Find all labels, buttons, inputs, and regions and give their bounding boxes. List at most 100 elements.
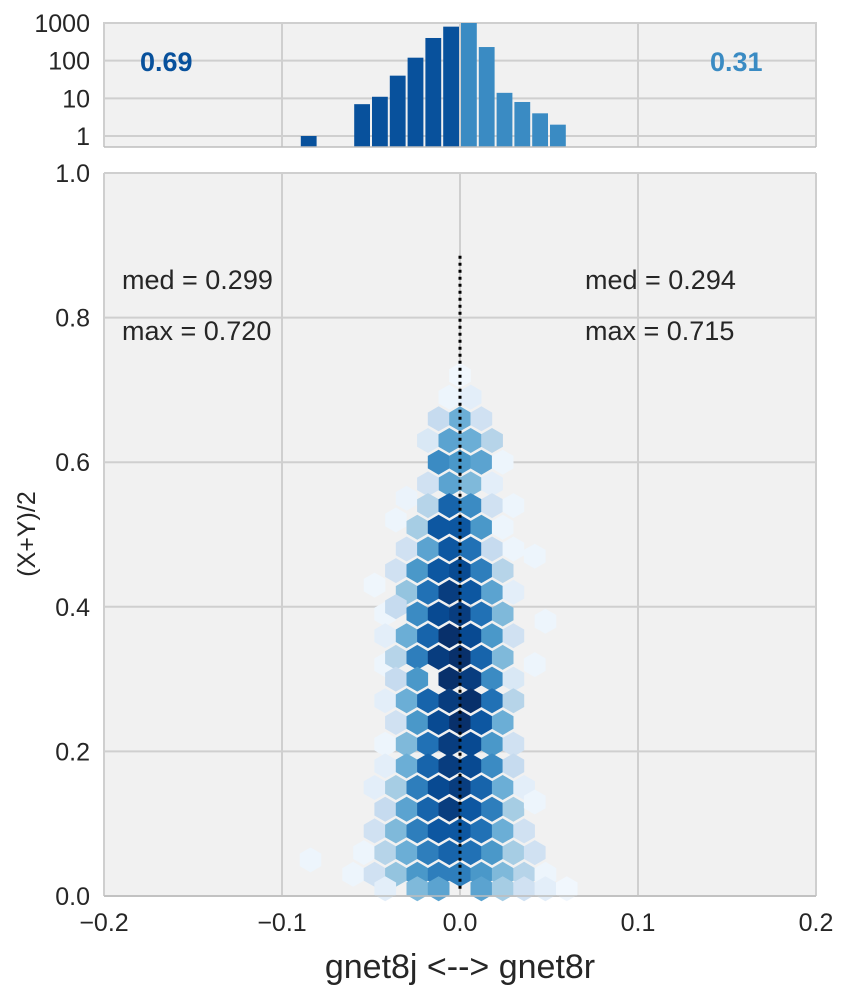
- hexbin-cell: [385, 558, 407, 584]
- hexbin-cell: [427, 449, 450, 475]
- hexbin-cell: [417, 471, 439, 497]
- hexbin-cell: [406, 644, 429, 670]
- hexbin-cell: [523, 543, 546, 569]
- hexbin-cell: [449, 775, 471, 800]
- hexbin-cell: [491, 775, 514, 800]
- left-fraction-label: 0.69: [140, 47, 193, 77]
- hexbin-cell: [534, 876, 557, 902]
- hexbin-cell: [502, 731, 525, 757]
- hexbin-cell: [556, 876, 578, 902]
- hexbin-cell: [491, 876, 514, 902]
- hexbin-cell: [395, 731, 418, 757]
- hexbin-cell: [427, 775, 450, 800]
- main-y-tick-label: 0.4: [55, 594, 90, 622]
- hexbin-cell: [406, 775, 429, 800]
- hexbin-cell: [513, 876, 535, 902]
- hexbin-cell: [491, 710, 514, 735]
- hexbin-cell: [406, 514, 429, 540]
- hexbin-cell: [374, 623, 397, 649]
- hexbin-cell: [534, 608, 557, 634]
- hexbin-cell: [395, 753, 418, 779]
- hexbin-cell: [459, 471, 482, 497]
- marginal-bars: [300, 23, 566, 148]
- hexbin-cell: [374, 876, 397, 902]
- hexbin-cell: [481, 579, 503, 605]
- hexbin-cell: [459, 731, 482, 757]
- right-max-annotation: max = 0.715: [585, 316, 734, 346]
- hexbin-cell: [502, 579, 525, 605]
- hexbin-cell: [481, 623, 503, 649]
- hexbin-cell: [481, 666, 503, 692]
- hexbin-cell: [438, 579, 461, 605]
- hexbin-cell: [470, 406, 493, 432]
- hexbin-cell: [374, 688, 397, 714]
- hexbin-cell: [438, 731, 461, 757]
- hexbin-cell: [417, 688, 439, 714]
- hexbin-cells: [299, 362, 578, 902]
- hexbin-cell: [395, 485, 418, 511]
- hexbin-cell: [481, 731, 503, 757]
- hexbin-cell: [502, 840, 525, 866]
- hexbin-cell: [481, 796, 503, 822]
- marginal-y-tick-label: 1: [76, 123, 90, 151]
- hexbin-cell: [470, 644, 493, 670]
- hexbin-cell: [470, 818, 493, 844]
- hexbin-cell: [523, 652, 546, 678]
- hexbin-cell: [363, 572, 386, 598]
- right-median-annotation: med = 0.294: [585, 265, 736, 295]
- hexbin-cell: [438, 753, 461, 779]
- hexbin-cell: [459, 796, 482, 822]
- hexbin-cell: [374, 840, 397, 866]
- hexbin-cell: [470, 876, 493, 902]
- marginal-y-tick-label: 10: [62, 85, 90, 113]
- hexbin-cell: [395, 536, 418, 562]
- hexbin-cell: [395, 796, 418, 822]
- hexbin-cell: [427, 876, 450, 902]
- hexbin-cell: [491, 644, 514, 670]
- hexbin-cell: [353, 840, 375, 866]
- x-axis-label: gnet8j <--> gnet8r: [325, 948, 595, 986]
- hexbin-cell: [491, 818, 514, 844]
- main-y-tick-label: 0.8: [55, 305, 90, 333]
- hexbin-cell: [395, 688, 418, 714]
- hexbin-cell: [502, 623, 525, 649]
- hexbin-cell: [417, 753, 439, 779]
- marginal-grid: [103, 22, 817, 147]
- hexbin-cell: [491, 558, 514, 584]
- hexbin-cell: [385, 666, 407, 692]
- main-y-ticks: 0.0 0.2 0.4 0.6 0.8 1.0: [55, 160, 90, 911]
- y-axis-label: (X+Y)/2: [13, 491, 41, 576]
- hexbin-cell: [342, 861, 364, 887]
- histogram-bar: [389, 75, 406, 147]
- hexbin-cell: [523, 840, 546, 866]
- hexbin-cell: [470, 514, 493, 540]
- hexbin-cell: [299, 847, 322, 873]
- histogram-bar: [300, 136, 317, 147]
- hexbin-cell: [438, 471, 461, 497]
- histogram-bar: [425, 37, 442, 147]
- left-max-annotation: max = 0.720: [122, 316, 271, 346]
- hexbin-cell: [502, 666, 525, 692]
- hexbin-cell: [481, 688, 503, 714]
- hexbin-cell: [385, 594, 407, 620]
- hexbin-cell: [363, 818, 386, 844]
- hexbin-cell: [406, 558, 429, 584]
- hexbin-cell: [481, 840, 503, 866]
- hexbin-cell: [406, 818, 429, 844]
- hexbin-cell: [385, 507, 407, 533]
- hexbin-cell: [449, 710, 471, 735]
- main-x-tick-label: −0.2: [79, 909, 128, 937]
- hexbin-cell: [449, 558, 471, 584]
- hexbin-cell: [438, 428, 461, 453]
- hexbin-cell: [427, 601, 450, 627]
- hexbin-cell: [374, 753, 397, 779]
- hexbin-cell: [459, 493, 482, 519]
- main-x-tick-label: 0.0: [443, 909, 478, 937]
- hexbin-cell: [513, 818, 535, 844]
- hexbin-cell: [502, 753, 525, 779]
- hexbin-cell: [438, 796, 461, 822]
- marginal-histogram: 1 10 100 1000 0.69 0.31: [34, 10, 817, 151]
- hexbin-cell: [459, 623, 482, 649]
- hexbin-cell: [470, 558, 493, 584]
